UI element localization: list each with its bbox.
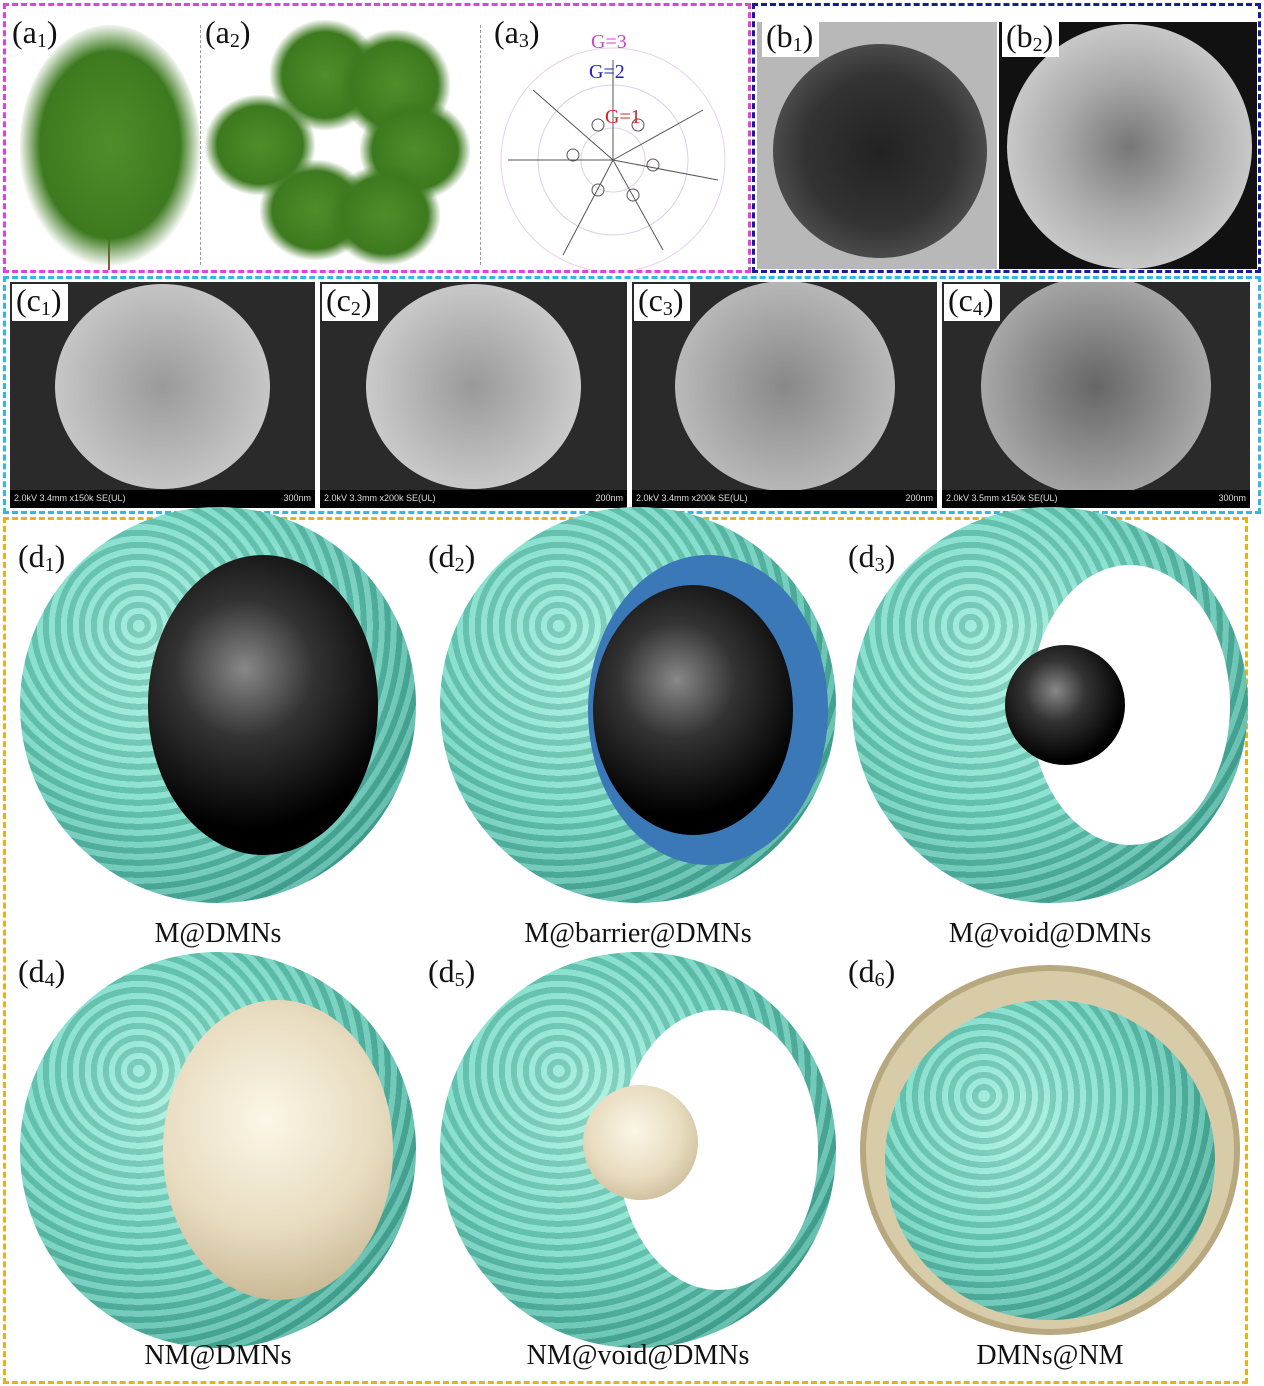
model-caption: NM@DMNs <box>144 1340 292 1371</box>
tem-image <box>757 22 997 269</box>
panel-label: (d6) <box>848 953 896 991</box>
panel-label: (d2) <box>428 538 476 576</box>
panel-label: (d5) <box>428 953 476 991</box>
panel-label: (d4) <box>18 953 66 991</box>
panel-label: (d1) <box>18 538 66 576</box>
sem-info-bar: 2.0kV 3.4mm x200k SE(UL) 200nm <box>632 490 937 508</box>
generation-label-1: G=1 <box>605 106 641 128</box>
panel-label: (c4) <box>944 284 1000 321</box>
sem-info-bar: 2.0kV 3.4mm x150k SE(UL) 300nm <box>10 490 315 508</box>
model-caption: NM@void@DMNs <box>526 1340 750 1371</box>
generation-label-2: G=2 <box>589 61 625 83</box>
panel-label: (b2) <box>1002 20 1060 57</box>
sem-micrograph: 2.0kV 3.4mm x200k SE(UL) 200nm <box>632 282 937 508</box>
model-caption: M@void@DMNs <box>948 918 1152 949</box>
panel-a-frame <box>3 3 751 273</box>
model-caption: M@DMNs <box>154 918 282 949</box>
panel-b-frame <box>752 3 1261 273</box>
model-caption: DMNs@NM <box>976 1340 1124 1371</box>
dendrimer-structure: G=3 G=2 G=1 <box>500 31 726 270</box>
panel-label: (a2) <box>205 14 251 52</box>
panel-label: (c2) <box>322 284 378 321</box>
panel-label: (d3) <box>848 538 896 576</box>
sem-info-bar: 2.0kV 3.3mm x200k SE(UL) 200nm <box>320 490 627 508</box>
divider <box>200 25 201 265</box>
panel-label: (c1) <box>12 284 68 321</box>
panel-label: (b1) <box>762 20 820 57</box>
model-caption: M@barrier@DMNs <box>524 918 752 949</box>
sem-micrograph: 2.0kV 3.5mm x150k SE(UL) 300nm <box>942 282 1250 508</box>
panel-label: (c3) <box>634 284 690 321</box>
generation-label-3: G=3 <box>591 31 627 53</box>
sem-micrograph: 2.0kV 3.4mm x150k SE(UL) 300nm <box>10 282 315 508</box>
sem-image <box>999 22 1257 269</box>
panel-label: (a1) <box>12 14 58 52</box>
divider <box>480 25 481 265</box>
sem-info-bar: 2.0kV 3.5mm x150k SE(UL) 300nm <box>942 490 1250 508</box>
panel-label: (a3) <box>494 14 540 52</box>
